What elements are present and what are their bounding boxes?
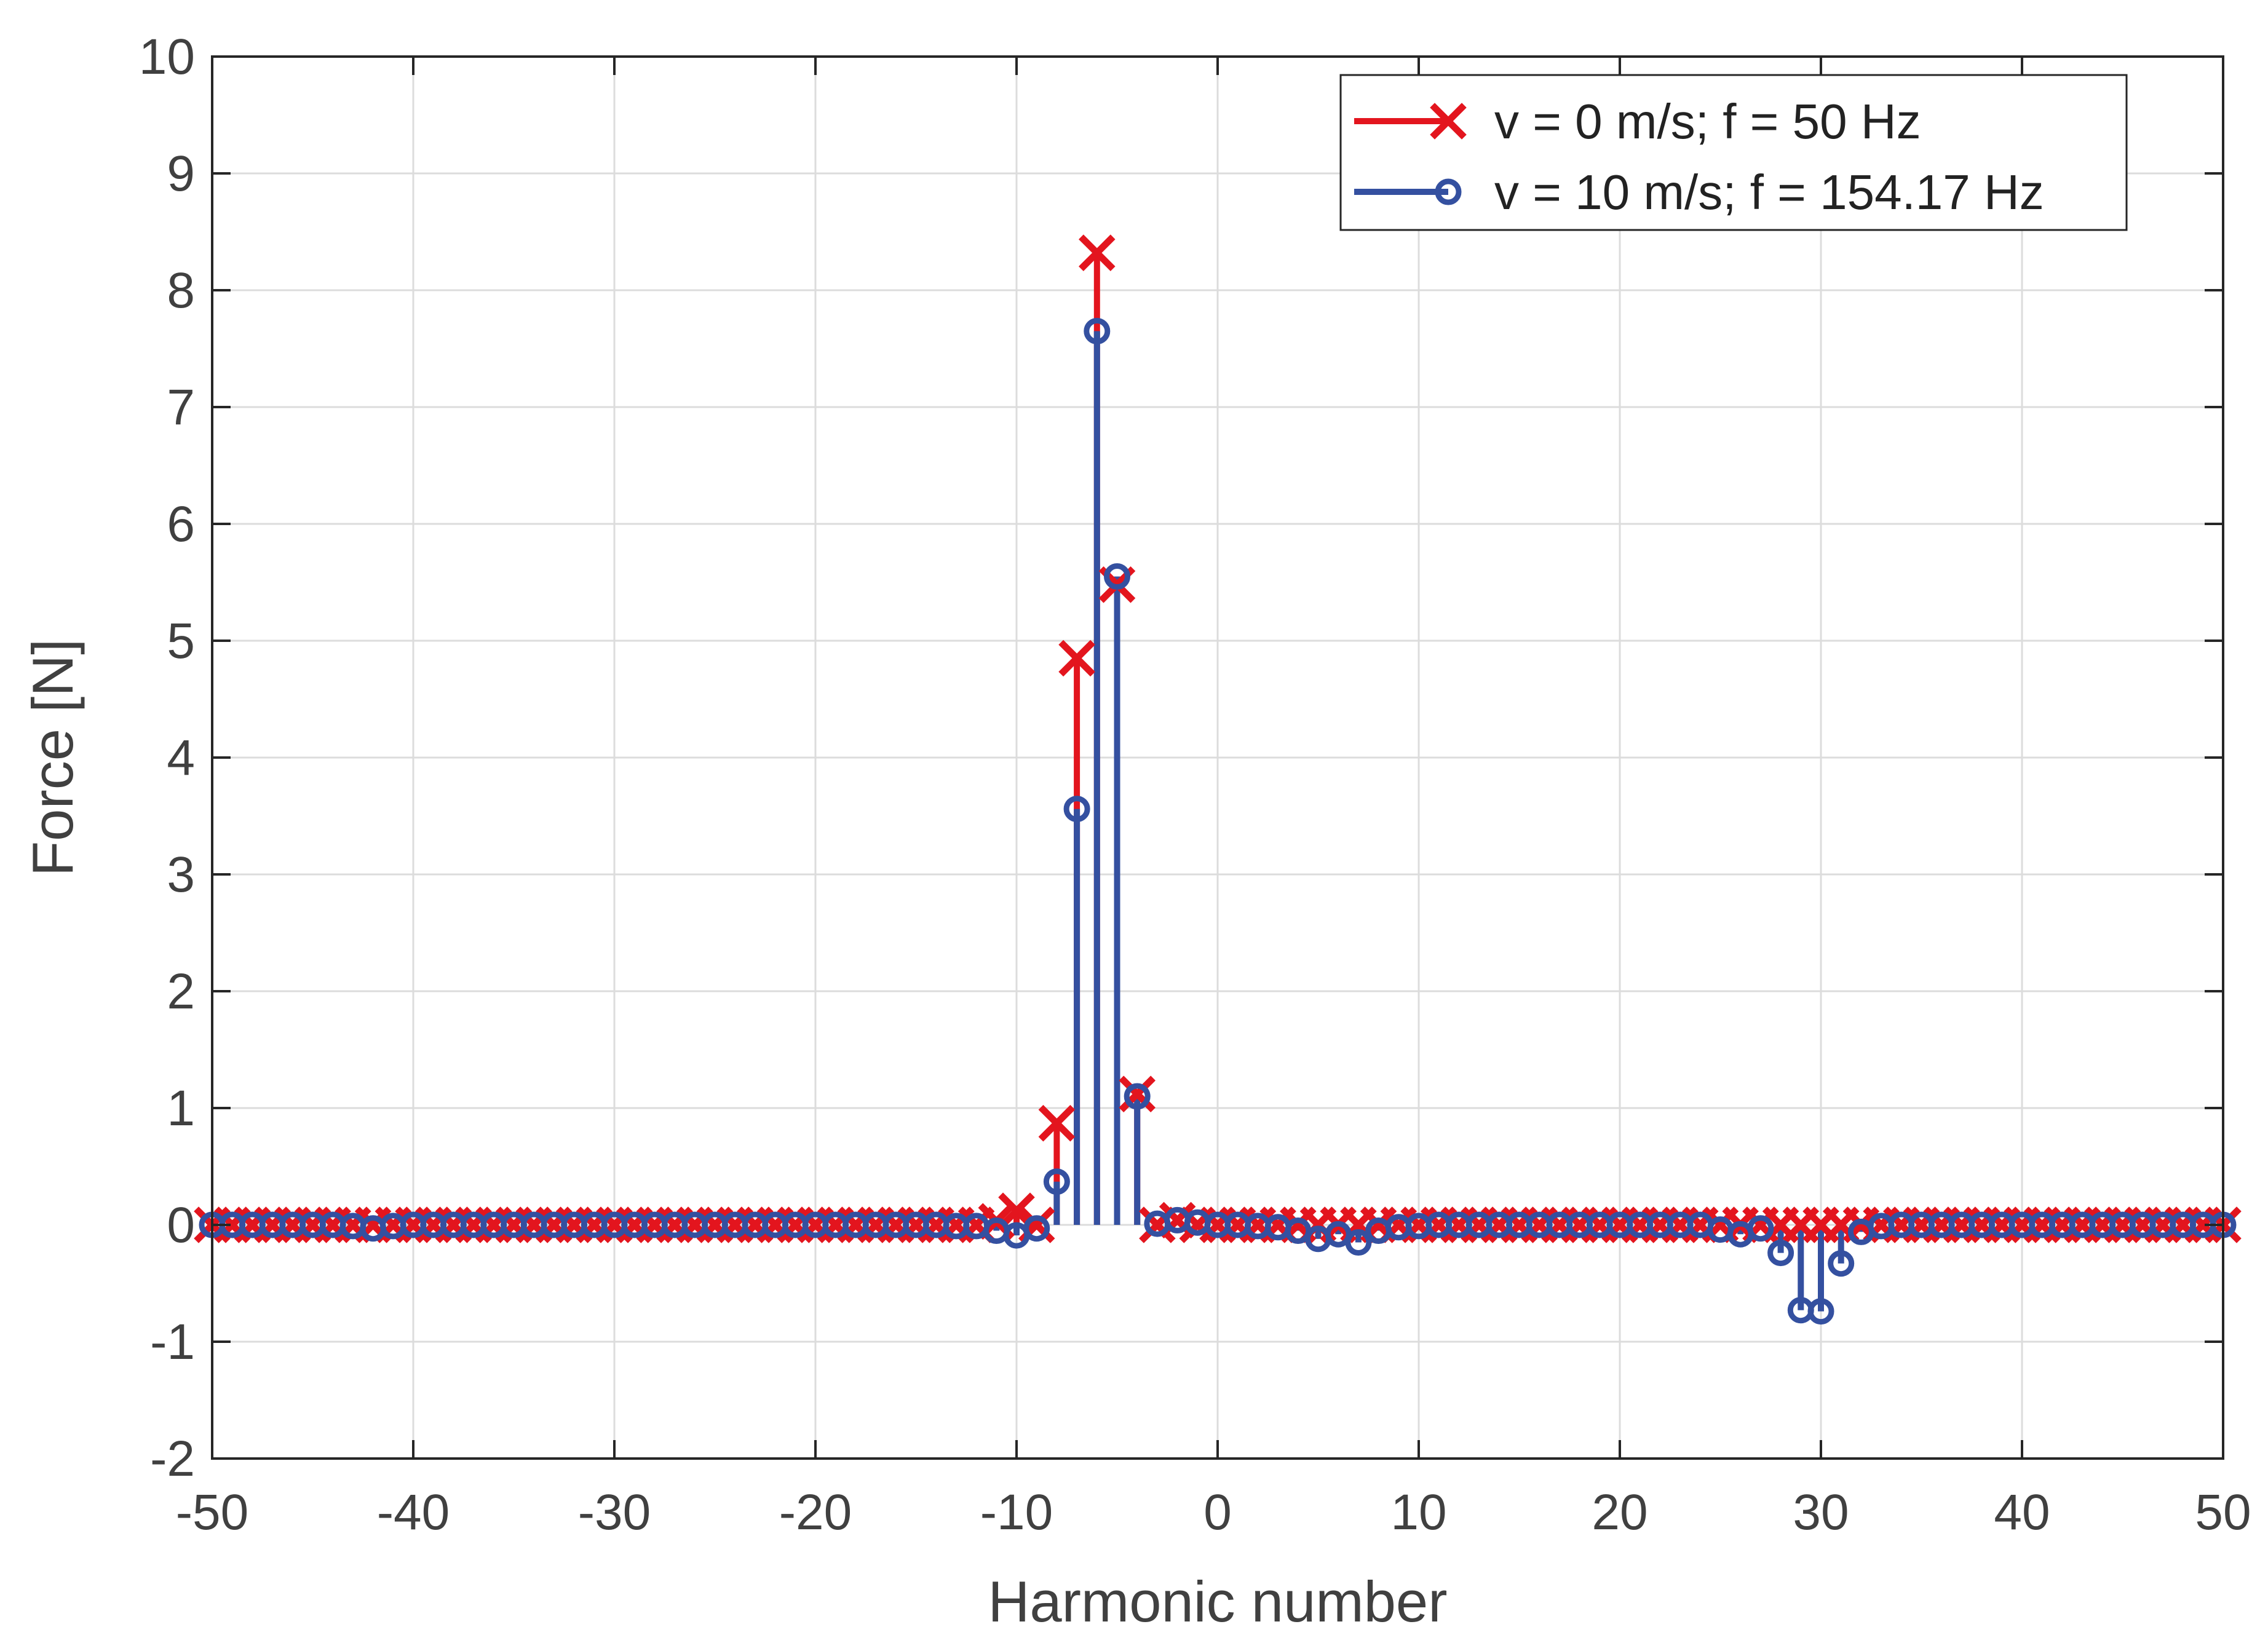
data-point-blue-circle: [1807, 1298, 1834, 1325]
legend-box: [1339, 74, 2128, 231]
y-axis-title: Force [N]: [20, 639, 85, 877]
markers: [194, 234, 2242, 1325]
data-point-blue-circle: [1124, 1083, 1151, 1110]
legend-label-red-series: v = 0 m/s; f = 50 Hz: [1494, 94, 1921, 149]
x-marker-stroke: [1430, 103, 1467, 140]
y-tick-label: 9: [167, 146, 195, 202]
x-axis-title: Harmonic number: [988, 1569, 1447, 1634]
legend-x-glyph: [1430, 103, 1467, 140]
data-point-blue-circle: [1104, 563, 1130, 590]
y-tick-label: 1: [167, 1080, 195, 1136]
x-tick-label: 10: [1390, 1484, 1446, 1540]
x-marker-stroke: [998, 1192, 1035, 1229]
legend-circle-marker-icon: [1435, 178, 1462, 205]
data-point-red-x: [1079, 234, 1116, 271]
y-tick-label: 0: [167, 1197, 195, 1253]
ticks: -50 -40 -30 -20 -10 0 10 20 30 40 50-2-10123456789…: [139, 29, 2251, 1540]
legend: v = 0 m/s; f = 50 Hz v = 10 m/s; f = 154…: [1339, 74, 2128, 231]
y-tick-label: -1: [150, 1314, 195, 1370]
x-tick-label: 40: [1994, 1484, 2050, 1540]
data-point-blue-circle: [1828, 1250, 1855, 1277]
data-point-red-x: [1038, 1104, 1076, 1142]
y-tick-label: 2: [167, 964, 195, 1020]
x-marker-stroke: [1079, 234, 1116, 271]
y-tick-label: 10: [139, 29, 195, 85]
y-tick-label: 7: [167, 379, 195, 435]
x-tick-label: -30: [578, 1484, 651, 1540]
x-tick-label: 20: [1592, 1484, 1647, 1540]
x-tick-label: -10: [980, 1484, 1053, 1540]
x-tick-label: -20: [779, 1484, 852, 1540]
y-tick-label: 8: [167, 263, 195, 319]
x-tick-label: 50: [2195, 1484, 2251, 1540]
x-marker-stroke: [1038, 1104, 1076, 1142]
data-point-red-x: [998, 1192, 1035, 1229]
x-tick-label: 0: [1203, 1484, 1232, 1540]
x-tick-label: -40: [377, 1484, 450, 1540]
y-tick-label: -2: [150, 1431, 195, 1487]
data-point-blue-circle: [1345, 1229, 1372, 1256]
data-point-blue-circle: [1023, 1215, 1050, 1242]
data-point-blue-circle: [1084, 318, 1111, 344]
x-tick-label: 30: [1793, 1484, 1849, 1540]
legend-circle-glyph: [1435, 178, 1462, 205]
y-tick-label: 6: [167, 496, 195, 552]
x-tick-label: -50: [176, 1484, 249, 1540]
data-point-blue-circle: [1063, 796, 1090, 823]
y-tick-label: 4: [167, 730, 195, 786]
legend-x-marker-icon: [1430, 103, 1467, 140]
data-point-red-x: [1058, 639, 1095, 677]
y-tick-label: 5: [167, 613, 195, 669]
legend-label-blue-series: v = 10 m/s; f = 154.17 Hz: [1494, 165, 2044, 220]
y-tick-label: 3: [167, 847, 195, 903]
stems: [349, 253, 1885, 1312]
x-marker-stroke: [1058, 639, 1095, 677]
grid: [212, 57, 2223, 1459]
data-point-blue-circle: [1043, 1168, 1070, 1195]
data-point-blue-circle: [1767, 1240, 1794, 1267]
data-point-blue-circle: [1747, 1215, 1774, 1242]
